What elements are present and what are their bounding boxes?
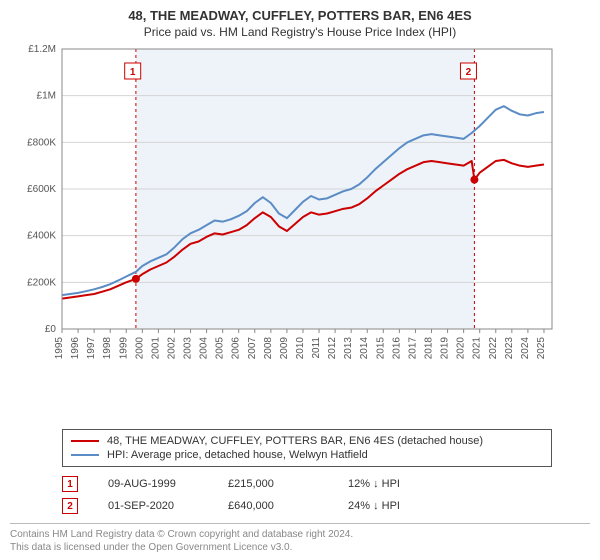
svg-text:£200K: £200K [27,277,56,288]
svg-text:2017: 2017 [407,337,418,360]
sale-price: £215,000 [228,478,318,490]
svg-text:2016: 2016 [391,337,402,360]
legend-swatch [71,454,99,456]
sale-row: 1 09-AUG-1999 £215,000 12% ↓ HPI [62,473,552,495]
svg-text:2006: 2006 [231,337,242,360]
sale-marker-badge: 1 [62,476,78,492]
legend-item-property: 48, THE MEADWAY, CUFFLEY, POTTERS BAR, E… [71,434,543,448]
svg-text:2005: 2005 [215,337,226,360]
legend-swatch [71,440,99,442]
svg-text:1995: 1995 [54,337,65,360]
svg-text:1999: 1999 [118,337,129,360]
sale-date: 09-AUG-1999 [108,478,198,490]
sale-price: £640,000 [228,500,318,512]
sale-date: 01-SEP-2020 [108,500,198,512]
chart-container: 48, THE MEADWAY, CUFFLEY, POTTERS BAR, E… [0,0,600,560]
sale-row: 2 01-SEP-2020 £640,000 24% ↓ HPI [62,495,552,517]
svg-text:2008: 2008 [263,337,274,360]
svg-text:2018: 2018 [424,337,435,360]
legend-label: HPI: Average price, detached house, Welw… [107,449,368,461]
attribution-text: Contains HM Land Registry data © Crown c… [10,523,590,554]
svg-text:2004: 2004 [199,337,210,360]
svg-text:2022: 2022 [488,337,499,360]
attribution-line: Contains HM Land Registry data © Crown c… [10,528,590,541]
svg-text:2009: 2009 [279,337,290,360]
svg-text:2002: 2002 [166,337,177,360]
svg-text:2021: 2021 [472,337,483,360]
svg-text:2024: 2024 [520,337,531,360]
svg-text:£400K: £400K [27,231,56,242]
svg-text:£600K: £600K [27,184,56,195]
svg-text:£1.2M: £1.2M [28,45,56,55]
svg-text:2020: 2020 [456,337,467,360]
svg-text:1998: 1998 [102,337,113,360]
svg-text:2003: 2003 [183,337,194,360]
svg-text:2011: 2011 [311,337,322,359]
svg-text:1997: 1997 [86,337,97,360]
svg-text:2001: 2001 [150,337,161,360]
legend-item-hpi: HPI: Average price, detached house, Welw… [71,448,543,462]
title-block: 48, THE MEADWAY, CUFFLEY, POTTERS BAR, E… [10,8,590,39]
svg-text:1: 1 [130,67,136,78]
chart-title: 48, THE MEADWAY, CUFFLEY, POTTERS BAR, E… [10,8,590,23]
svg-text:£0: £0 [45,324,57,335]
sale-marker-badge: 2 [62,498,78,514]
svg-text:2010: 2010 [295,337,306,360]
svg-text:2019: 2019 [440,337,451,360]
svg-text:2: 2 [466,67,472,78]
legend-label: 48, THE MEADWAY, CUFFLEY, POTTERS BAR, E… [107,435,483,447]
svg-text:2013: 2013 [343,337,354,360]
sale-delta: 12% ↓ HPI [348,478,438,490]
svg-text:2000: 2000 [134,337,145,360]
chart-plot: £0 £200K £400K £600K £800K £1M £1.2M 1995 1996 19… [10,45,590,423]
svg-text:£800K: £800K [27,137,56,148]
sales-table: 1 09-AUG-1999 £215,000 12% ↓ HPI 2 01-SE… [62,473,552,517]
svg-text:1996: 1996 [70,337,81,360]
chart-subtitle: Price paid vs. HM Land Registry's House … [10,25,590,39]
svg-text:2007: 2007 [247,337,258,360]
sale-delta: 24% ↓ HPI [348,500,438,512]
svg-text:2014: 2014 [359,337,370,360]
svg-text:£1M: £1M [37,91,56,102]
svg-text:2023: 2023 [504,337,515,360]
legend-box: 48, THE MEADWAY, CUFFLEY, POTTERS BAR, E… [62,429,552,467]
svg-text:2012: 2012 [327,337,338,360]
svg-text:2015: 2015 [375,337,386,360]
svg-text:2025: 2025 [536,337,547,360]
line-chart-svg: £0 £200K £400K £600K £800K £1M £1.2M 1995 1996 19… [10,45,590,375]
attribution-line: This data is licensed under the Open Gov… [10,541,590,554]
